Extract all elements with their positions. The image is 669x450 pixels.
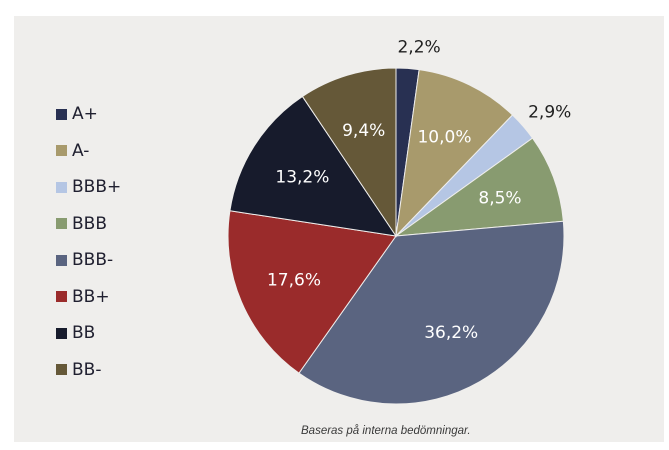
- slice-data-label: 2,9%: [528, 103, 571, 123]
- legend-label: BB+: [72, 286, 110, 307]
- legend-label: BBB-: [72, 250, 114, 271]
- legend-label: BB-: [72, 359, 102, 380]
- legend-swatch: [56, 327, 67, 339]
- pie-slice-bb-plus: [227, 210, 397, 374]
- pie-slice-bbb-minus: [298, 220, 565, 405]
- legend-item-bb-plus: BB+: [56, 279, 121, 316]
- legend-swatch: [56, 291, 67, 303]
- slice-data-label: 2,2%: [397, 38, 440, 58]
- legend-swatch: [56, 254, 67, 266]
- legend-swatch: [56, 108, 67, 120]
- legend-item-bbb-minus: BBB-: [56, 242, 121, 279]
- legend-item-bb: BB: [56, 315, 121, 352]
- legend-swatch: [56, 181, 67, 193]
- legend-swatch: [56, 364, 67, 376]
- slice-data-label: 13,2%: [275, 168, 329, 188]
- pie-slice-bb: [229, 95, 398, 237]
- legend-label: BBB+: [72, 177, 122, 198]
- legend-item-a-minus: A-: [56, 133, 121, 170]
- pie-slices: [227, 67, 565, 405]
- slice-data-label: 9,4%: [342, 121, 385, 141]
- pie-data-labels: 2,2% 10,0% 2,9% 8,5% 36,2% 17,6% 13,2% 9,4%: [267, 38, 571, 344]
- pie-slice-a-minus: [395, 69, 514, 238]
- pie-slice-bb-minus: [301, 67, 397, 238]
- slice-data-label: 10,0%: [417, 127, 471, 147]
- slice-data-label: 8,5%: [478, 189, 521, 209]
- legend-swatch: [56, 218, 67, 230]
- legend-label: A-: [72, 140, 90, 161]
- legend-item-bbb: BBB: [56, 206, 121, 243]
- legend-label: A+: [72, 104, 98, 125]
- slice-data-label: 36,2%: [424, 323, 478, 343]
- legend-item-a-plus: A+: [56, 96, 121, 133]
- footnote: Baseras på interna bedömningar.: [301, 425, 471, 437]
- legend-swatch: [56, 145, 67, 157]
- legend-label: BB: [72, 323, 96, 344]
- slice-data-label: 17,6%: [267, 270, 321, 290]
- legend-item-bbb-plus: BBB+: [56, 169, 121, 206]
- pie-slice-bbb: [394, 137, 564, 237]
- legend: A+ A- BBB+ BBB BBB- BB+ BB BB-: [56, 96, 121, 388]
- legend-label: BBB: [72, 213, 107, 234]
- legend-item-bb-minus: BB-: [56, 352, 121, 389]
